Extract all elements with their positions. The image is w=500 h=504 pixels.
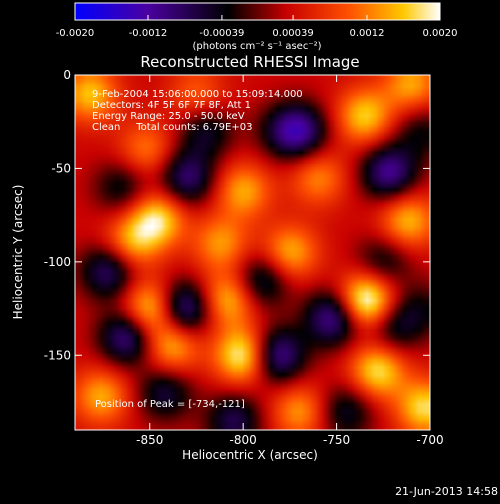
y-axis-ticks: 0 -50 -100 -150	[44, 68, 430, 362]
plot-area: -850 -800 -750 -700 0 -50 -100 -150	[44, 68, 444, 447]
colorbar-ticks: -0.0020 -0.0012 -0.00039 0.00039 0.0012 0.002…	[56, 15, 458, 39]
colorbar: -0.0020 -0.0012 -0.00039 0.00039 0.0012 0.002…	[56, 2, 458, 52]
colorbar-tick-label: -0.00039	[199, 28, 244, 39]
info-energy-range: Energy Range: 25.0 - 50.0 keV	[92, 111, 245, 122]
x-tick-label: -700	[416, 433, 443, 447]
colorbar-tick-label: 0.00039	[272, 28, 313, 39]
x-tick-label: -800	[230, 433, 257, 447]
info-block: 9-Feb-2004 15:06:00.000 to 15:09:14.000 …	[92, 89, 303, 133]
plot-frame	[74, 74, 431, 431]
date-stamp: 21-Jun-2013 14:58	[395, 485, 498, 498]
colorbar-gradient	[74, 2, 441, 21]
y-tick-label: -100	[44, 255, 71, 269]
info-time-range: 9-Feb-2004 15:06:00.000 to 15:09:14.000	[92, 89, 303, 100]
y-tick-label: -150	[44, 348, 71, 362]
heatmap-image	[75, 75, 430, 430]
info-clean-counts: Clean Total counts: 6.79E+03	[92, 122, 252, 133]
colorbar-tick-label: 0.0020	[423, 28, 458, 39]
info-detectors: Detectors: 4F 5F 6F 7F 8F, Att 1	[92, 100, 251, 111]
colorbar-tick-label: -0.0020	[56, 28, 95, 39]
colorbar-tick-label: 0.0012	[350, 28, 385, 39]
x-axis-label: Heliocentric X (arcsec)	[182, 448, 318, 462]
chart-title: Reconstructed RHESSI Image	[140, 53, 359, 71]
colorbar-tick-label: -0.0012	[129, 28, 168, 39]
y-tick-label: 0	[63, 68, 71, 82]
x-tick-label: -850	[136, 433, 163, 447]
colorbar-units-label: (photons cm⁻² s⁻¹ asec⁻²)	[192, 41, 321, 52]
peak-position-label: Position of Peak = [-734,-121]	[95, 399, 245, 410]
y-axis-label: Heliocentric Y (arcsec)	[11, 185, 25, 320]
x-tick-label: -750	[323, 433, 350, 447]
y-tick-label: -50	[51, 161, 71, 175]
x-axis-ticks: -850 -800 -750 -700	[136, 75, 444, 447]
